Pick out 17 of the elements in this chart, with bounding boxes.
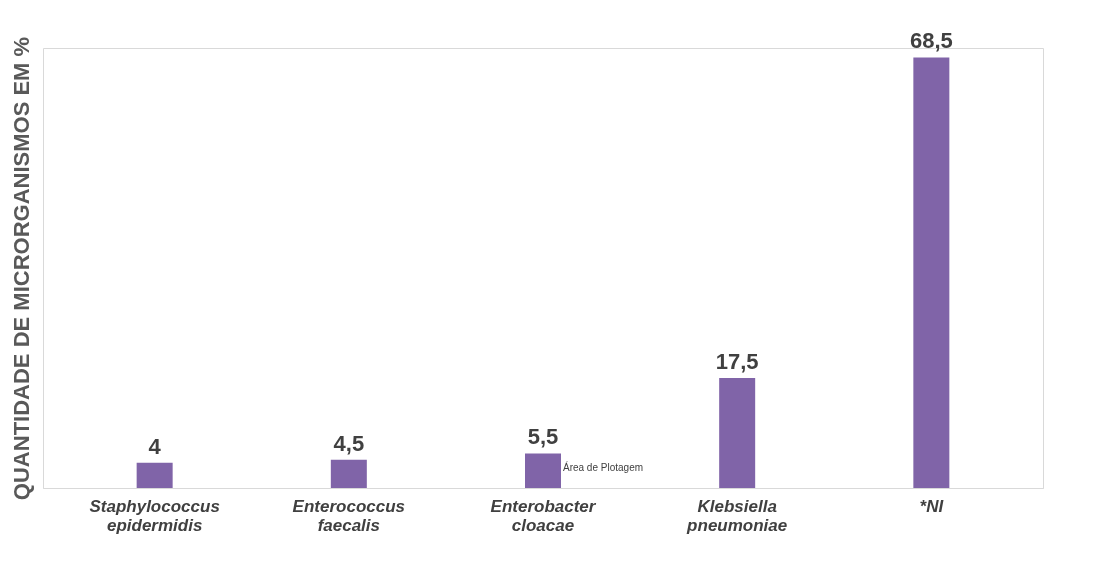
bar <box>136 462 173 488</box>
bar <box>330 459 367 488</box>
data-label: 5,5 <box>527 424 559 450</box>
data-label: 4 <box>148 433 162 459</box>
data-label: 4,5 <box>333 430 365 456</box>
x-tick-label: Staphylococcus epidermidis <box>89 496 220 535</box>
data-label: 68,5 <box>909 28 953 54</box>
annotation: Área de Plotagem <box>562 461 644 473</box>
data-label: 17,5 <box>715 349 759 374</box>
bar <box>913 57 950 488</box>
bar <box>719 378 756 488</box>
x-tick-label: Enterobacter cloacae <box>490 496 597 535</box>
y-axis-title: QUANTIDADE DE MICRORGANISMOS EM % <box>8 36 34 501</box>
bar <box>525 453 561 488</box>
x-tick-label: Klebsiella pneumoniae <box>686 496 788 535</box>
x-tick-label: Enterococcus faecalis <box>292 496 406 535</box>
x-tick-label: *NI <box>919 496 945 516</box>
